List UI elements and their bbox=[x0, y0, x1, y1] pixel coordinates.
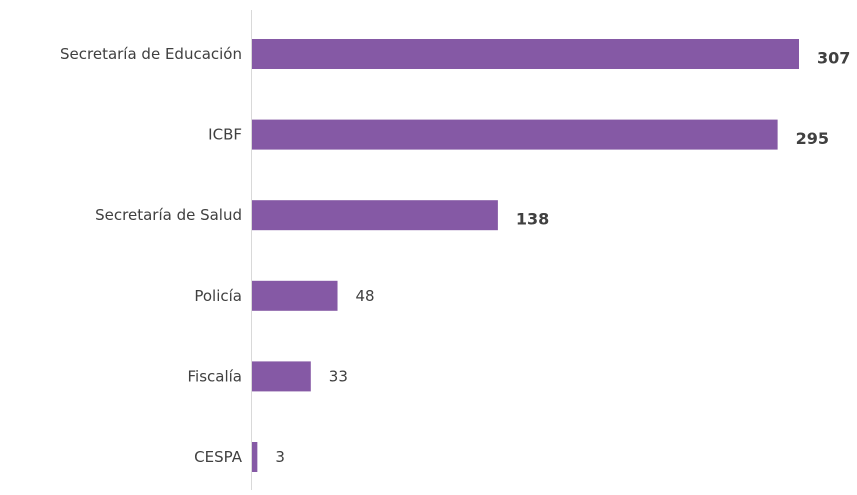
data-label: 3 bbox=[275, 448, 285, 466]
category-label: Fiscalía bbox=[188, 367, 243, 385]
category-label: Secretaría de Salud bbox=[95, 206, 242, 224]
category-label: CESPA bbox=[194, 448, 243, 466]
bar bbox=[252, 361, 311, 392]
bar bbox=[252, 39, 799, 69]
bar bbox=[252, 119, 778, 150]
bar bbox=[252, 442, 258, 472]
data-label: 48 bbox=[356, 287, 375, 305]
data-label: 33 bbox=[329, 367, 348, 385]
category-label: ICBF bbox=[208, 126, 242, 144]
data-label: 138 bbox=[516, 210, 549, 229]
bar bbox=[252, 280, 338, 311]
data-label: 307 bbox=[817, 49, 850, 68]
category-label: Secretaría de Educación bbox=[60, 45, 242, 63]
category-label: Policía bbox=[194, 287, 242, 305]
data-label: 295 bbox=[796, 129, 829, 148]
bar bbox=[252, 200, 498, 231]
